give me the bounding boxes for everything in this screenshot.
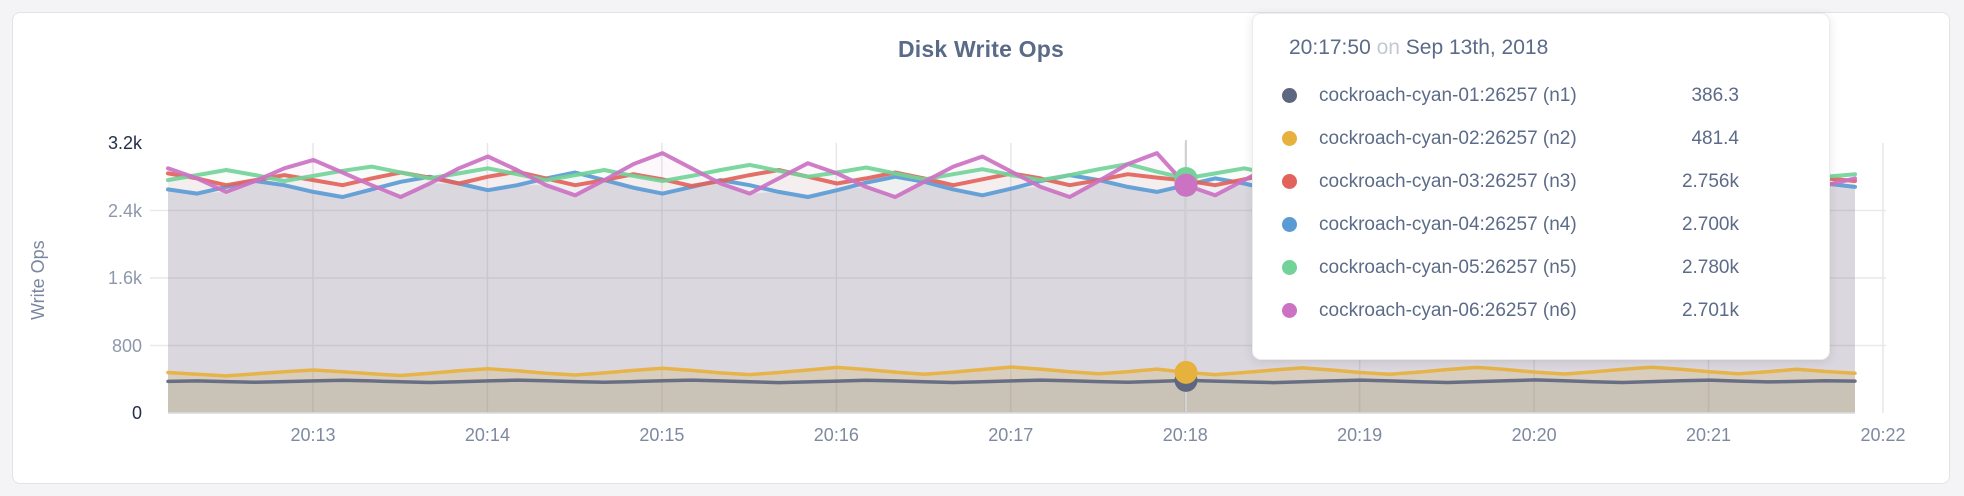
series-color-dot-icon [1282, 88, 1297, 103]
series-name: cockroach-cyan-04:26257 (n4) [1319, 213, 1577, 235]
tooltip-row: cockroach-cyan-02:26257 (n2) 481.4 [1282, 117, 1739, 160]
series-value: 2.700k [1681, 213, 1739, 235]
y-tick-label: 800 [111, 335, 142, 356]
x-tick-label: 20:16 [813, 425, 859, 445]
tooltip-row: cockroach-cyan-04:26257 (n4) 2.700k [1282, 203, 1739, 246]
tooltip-row: cockroach-cyan-01:26257 (n1) 386.3 [1282, 74, 1739, 117]
x-tick-label: 20:20 [1511, 425, 1557, 445]
x-tick-label: 20:13 [290, 425, 336, 445]
series-value: 2.780k [1681, 256, 1739, 278]
tooltip-time: 20:17:50 [1289, 36, 1371, 59]
series-name: cockroach-cyan-05:26257 (n5) [1319, 256, 1577, 278]
x-tick-label: 20:22 [1860, 425, 1906, 445]
series-name: cockroach-cyan-01:26257 (n1) [1319, 84, 1577, 106]
tooltip-row: cockroach-cyan-03:26257 (n3) 2.756k [1282, 160, 1739, 203]
x-tick-label: 20:21 [1686, 425, 1732, 445]
hover-dot [1174, 360, 1198, 384]
tooltip-date: Sep 13th, 2018 [1405, 36, 1549, 59]
x-tick-label: 20:15 [639, 425, 685, 445]
series-color-dot-icon [1282, 131, 1297, 146]
series-color-dot-icon [1282, 303, 1297, 318]
hover-tooltip: 20:17:50 on Sep 13th, 2018 cockroach-cya… [1252, 13, 1830, 360]
series-name: cockroach-cyan-03:26257 (n3) [1319, 170, 1577, 192]
series-value: 481.4 [1691, 127, 1739, 149]
y-tick-label: 0 [131, 403, 142, 423]
tooltip-row: cockroach-cyan-05:26257 (n5) 2.780k [1282, 246, 1739, 289]
series-value: 2.756k [1681, 170, 1739, 192]
tooltip-conjunction: on [1376, 36, 1400, 59]
series-name: cockroach-cyan-02:26257 (n2) [1319, 127, 1577, 149]
x-tick-label: 20:19 [1337, 425, 1383, 445]
series-color-dot-icon [1282, 174, 1297, 189]
chart-title: Disk Write Ops [898, 36, 1064, 62]
tooltip-legend: cockroach-cyan-01:26257 (n1) 386.3 cockroa… [1282, 74, 1739, 332]
hover-dot [1174, 173, 1198, 197]
y-tick-label: 2.4k [107, 200, 142, 221]
tooltip-row: cockroach-cyan-06:26257 (n6) 2.701k [1282, 289, 1739, 332]
series-value: 2.701k [1681, 299, 1739, 321]
tooltip-header: 20:17:50 on Sep 13th, 2018 [1289, 36, 1739, 60]
series-name: cockroach-cyan-06:26257 (n6) [1319, 299, 1577, 321]
y-tick-label: 1.6k [107, 268, 142, 288]
x-tick-label: 20:14 [464, 425, 510, 445]
series-value: 386.3 [1691, 84, 1739, 106]
series-color-dot-icon [1282, 260, 1297, 275]
x-tick-label: 20:18 [1162, 425, 1208, 445]
x-tick-label: 20:17 [988, 425, 1034, 445]
y-tick-label: 3.2k [107, 133, 142, 153]
series-color-dot-icon [1282, 217, 1297, 232]
hover-point-dots [1174, 166, 1198, 392]
